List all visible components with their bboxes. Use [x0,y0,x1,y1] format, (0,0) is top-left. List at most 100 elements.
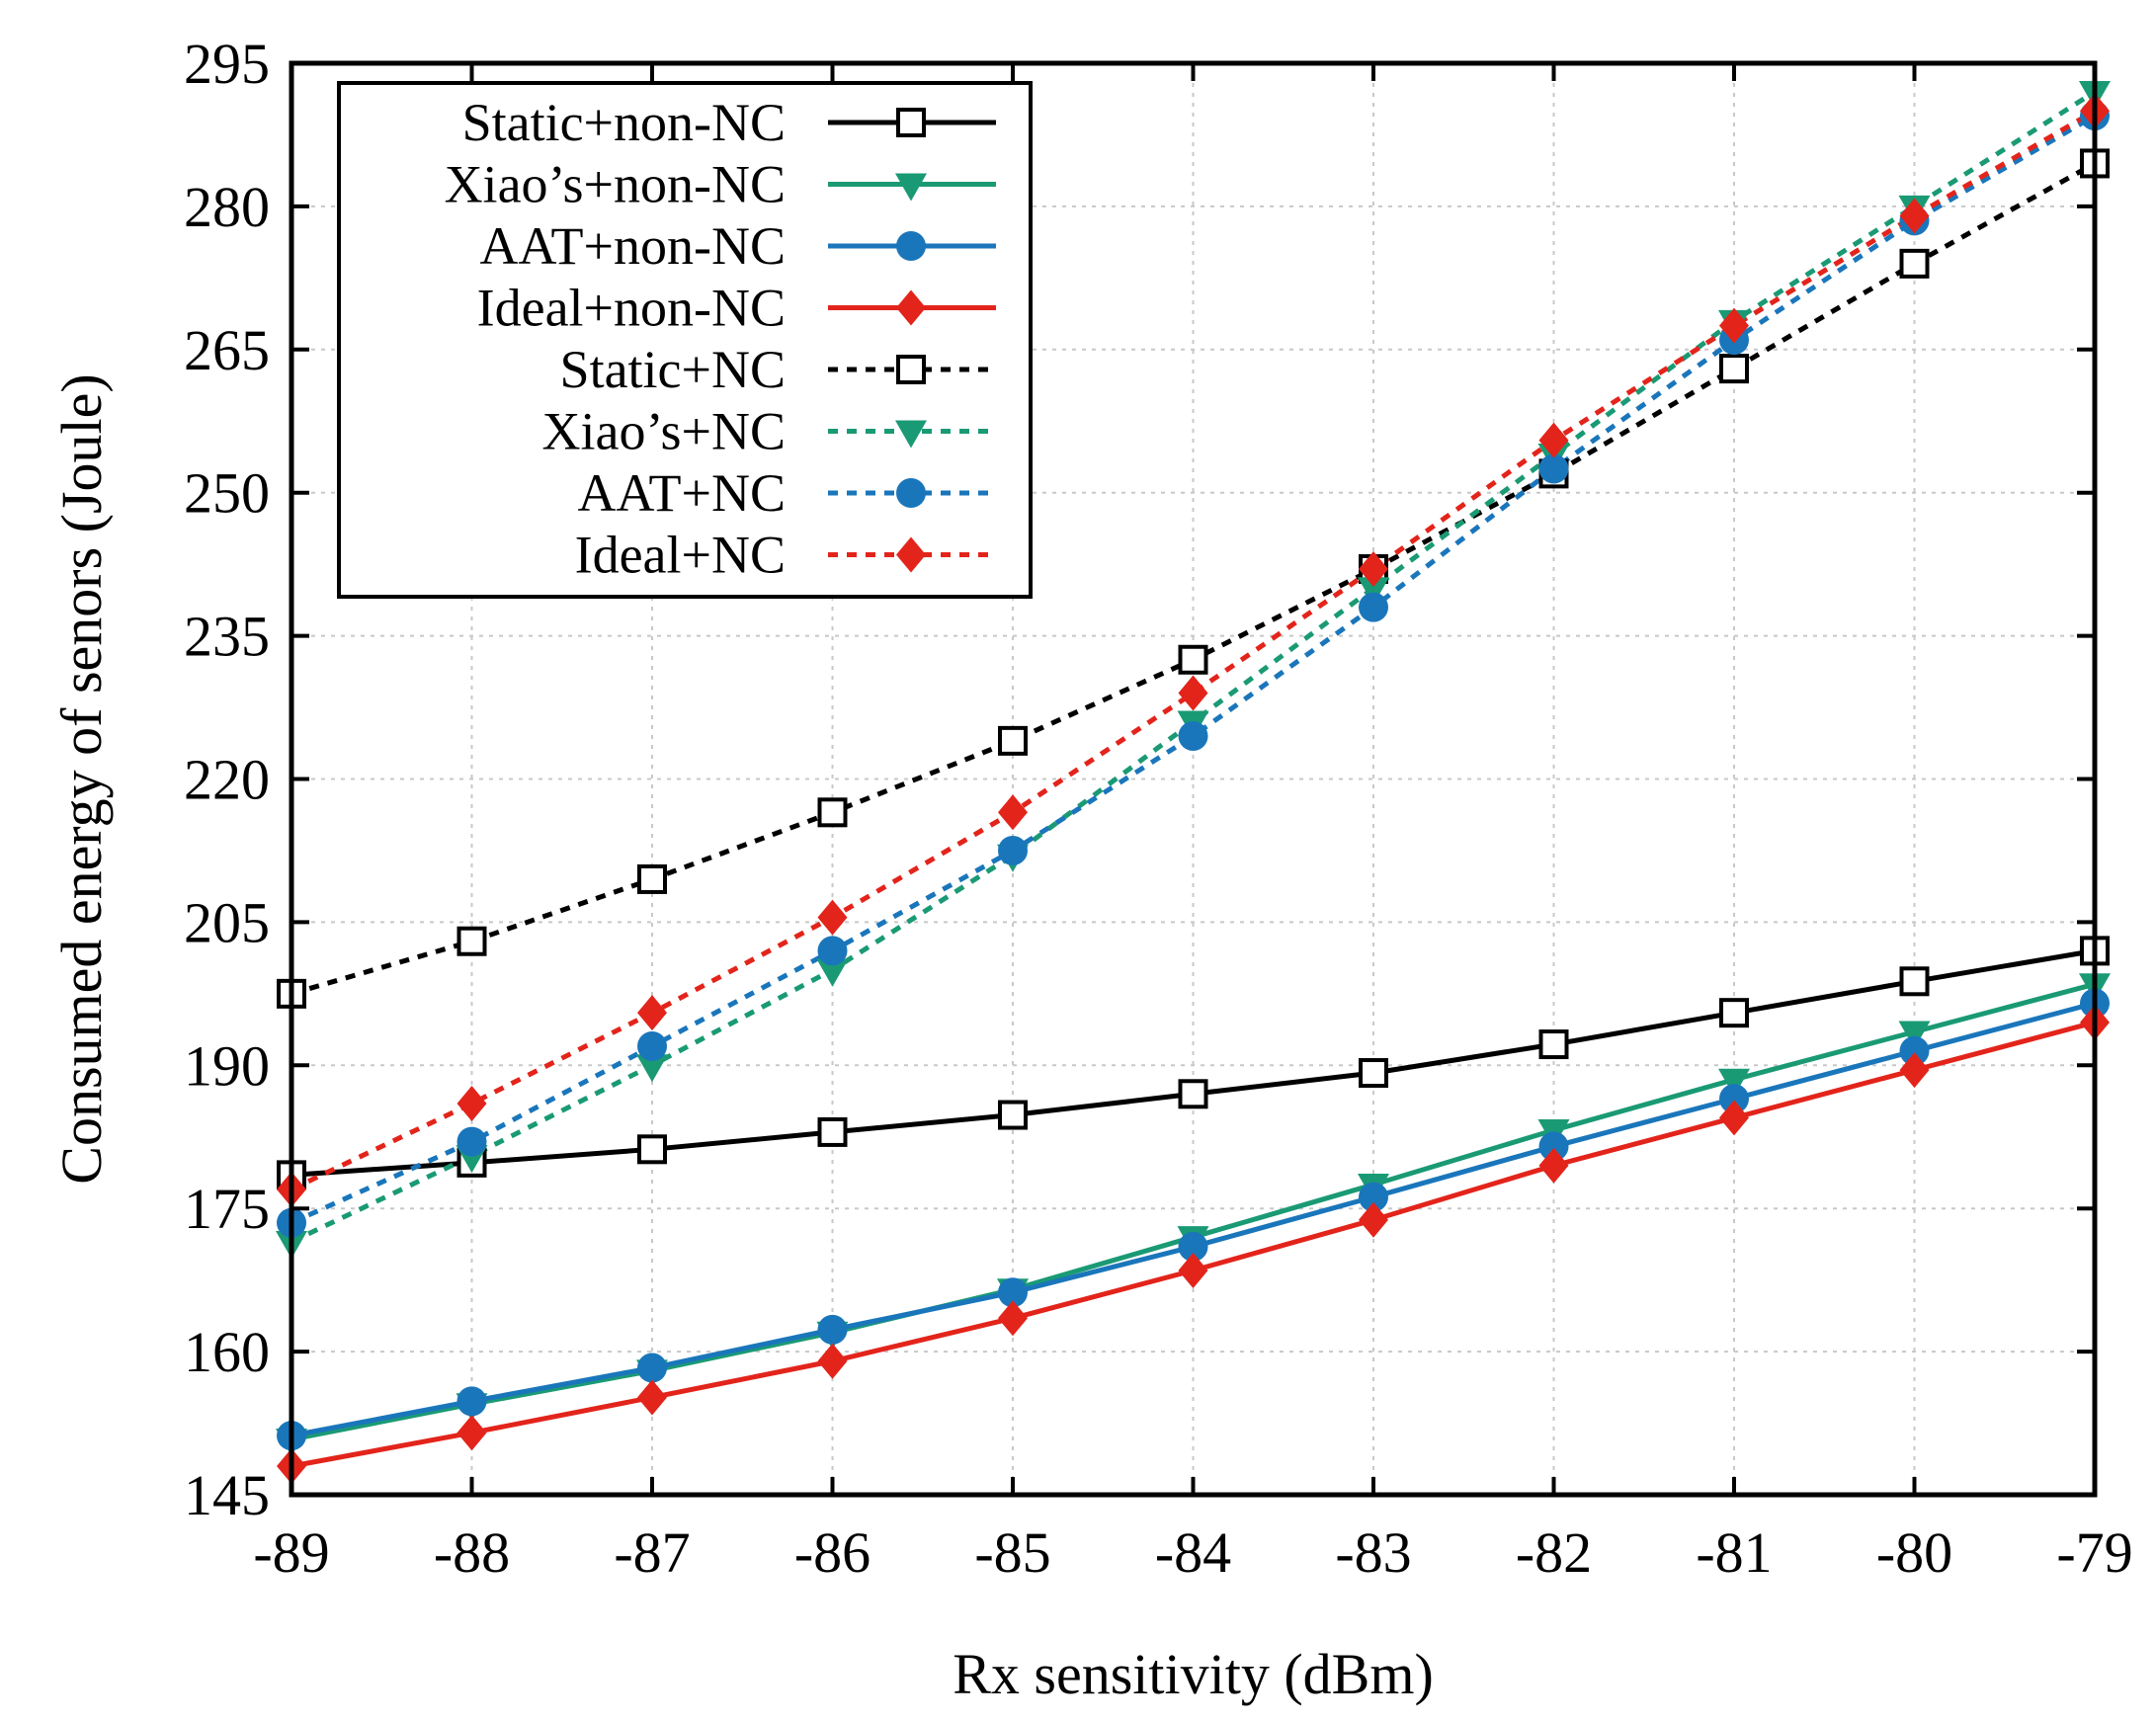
data-point-3-7 [1538,1147,1569,1184]
data-point-0-8 [1719,998,1749,1028]
series-line-6 [290,113,2097,1225]
legend-item: Static+NC [560,340,996,399]
legend-item: AAT+non-NC [480,216,996,276]
data-point-3-2 [637,1379,667,1416]
legend-item: Xiao’s+non-NC [445,155,996,214]
y-tick-label: 235 [184,605,270,669]
series-line-7 [290,109,2097,1192]
data-point-0-2 [637,1134,667,1165]
legend-label: Ideal+NC [575,526,786,585]
legend-item: AAT+NC [578,463,996,523]
legend-label: AAT+non-NC [480,216,786,276]
data-point-4-5 [1178,644,1208,675]
data-point-4-9 [1899,248,1930,279]
data-point-0-4 [998,1100,1028,1130]
legend-marker [896,478,926,508]
legend-marker [896,536,926,573]
data-point-0-9 [1899,966,1930,997]
data-point-7-7 [1538,422,1569,458]
x-tick-label: -89 [253,1520,329,1585]
x-tick-label: -87 [614,1520,690,1585]
data-point-3-6 [1359,1201,1388,1238]
x-axis-tick-labels: -89 -88 -87 -86 -85 -84 -83 -82 -81 -80 -79 [253,1520,2132,1585]
data-point-2-2 [637,1353,667,1383]
y-tick-label: 265 [184,318,270,382]
legend-label: Xiao’s+NC [542,402,786,461]
y-tick-label: 160 [184,1320,270,1384]
data-point-2-7 [1538,1131,1569,1162]
data-point-1-9 [1898,1021,1931,1049]
data-point-3-3 [817,1343,848,1379]
data-point-3-1 [456,1415,487,1451]
data-point-7-8 [1719,307,1749,344]
data-point-5-2 [636,1054,668,1083]
y-tick-label: 295 [184,32,270,96]
data-point-2-1 [456,1386,487,1417]
data-point-2-4 [998,1277,1028,1308]
data-point-6-3 [817,936,848,966]
data-point-6-4 [998,835,1028,865]
legend-item: Xiao’s+NC [542,402,996,461]
y-tick-label: 280 [184,175,270,239]
data-point-6-5 [1178,721,1208,752]
data-point-2-3 [817,1314,848,1345]
data-point-4-3 [817,797,848,828]
x-tick-label: -80 [1876,1520,1952,1585]
legend-item: Static+non-NC [462,93,996,152]
data-point-7-5 [1178,675,1208,711]
legend-label: Static+NC [560,340,786,399]
data-point-0-3 [817,1116,848,1147]
data-point-7-3 [817,899,848,936]
data-point-3-4 [998,1300,1028,1337]
data-point-3-8 [1719,1100,1749,1136]
legend-label: Static+non-NC [462,93,786,152]
x-tick-label: -85 [974,1520,1050,1585]
legend-label: Xiao’s+non-NC [445,155,786,214]
y-tick-label: 190 [184,1033,270,1098]
data-point-2-6 [1359,1182,1388,1212]
data-point-3-5 [1178,1252,1208,1288]
data-point-3-9 [1899,1052,1930,1089]
x-tick-label: -83 [1335,1520,1411,1585]
x-tick-label: -84 [1155,1520,1231,1585]
data-point-4-8 [1719,354,1749,384]
legend-marker [896,231,926,261]
y-axis-title: Consumed energy of senors (Joule) [49,373,114,1184]
data-point-7-1 [456,1085,487,1121]
x-tick-label: -81 [1696,1520,1772,1585]
legend-marker [895,420,927,449]
data-point-1-8 [1718,1068,1750,1097]
y-tick-label: 145 [184,1463,270,1527]
series-markers [276,80,2111,1485]
y-tick-label: 250 [184,461,270,526]
y-axis-tick-labels: 145 160 175 190 205 220 235 250 265 280 295 [184,32,270,1527]
x-tick-label: -82 [1516,1520,1592,1585]
legend-item: Ideal+NC [575,526,996,585]
data-point-6-2 [637,1030,667,1061]
y-tick-label: 175 [184,1177,270,1241]
x-tick-label: -86 [794,1520,871,1585]
data-point-2-5 [1178,1231,1208,1262]
x-tick-label: -88 [434,1520,510,1585]
data-point-5-3 [816,958,849,987]
data-point-5-6 [1358,577,1389,606]
data-point-6-7 [1538,453,1569,484]
data-point-6-1 [456,1126,487,1157]
data-point-2-9 [1899,1035,1930,1066]
x-tick-label: -79 [2056,1520,2132,1585]
data-point-7-9 [1899,198,1930,234]
data-point-0-7 [1538,1029,1569,1060]
data-point-7-4 [998,794,1028,831]
legend-marker [896,355,926,384]
data-point-4-4 [998,725,1028,756]
data-point-7-6 [1359,550,1388,587]
series-line-5 [290,89,2097,1245]
data-point-4-2 [637,863,667,894]
axis-ticks [290,61,2097,1497]
data-point-7-2 [637,995,667,1031]
legend-marker [896,289,926,326]
data-point-4-1 [456,926,487,956]
